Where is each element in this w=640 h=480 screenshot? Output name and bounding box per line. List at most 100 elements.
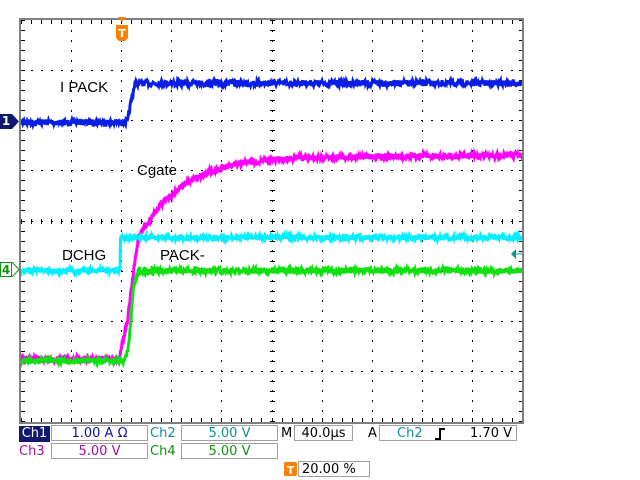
ch2-scale[interactable]: 5.00 V [181, 425, 278, 441]
trigger-level-arrow-icon[interactable] [510, 248, 522, 260]
grid-dot [422, 40, 423, 42]
grid-dot [501, 70, 503, 71]
grid-dot [322, 110, 323, 112]
center-tick [41, 219, 42, 224]
grid-dot [422, 200, 423, 202]
border-tick [272, 418, 273, 422]
grid-dot [322, 200, 323, 202]
border-tick [201, 20, 202, 24]
center-tick [270, 180, 275, 181]
grid-dot [221, 371, 223, 372]
ch1-ground-marker[interactable]: 1 [0, 114, 12, 129]
center-tick [402, 219, 403, 224]
grid-dot [121, 60, 122, 62]
grid-dot [71, 321, 73, 322]
grid-dot [41, 170, 43, 171]
grid-dot [81, 70, 83, 71]
center-tick [422, 219, 423, 224]
grid-dot [221, 90, 222, 92]
trigger-position-marker-icon[interactable]: T [115, 17, 129, 43]
border-tick [21, 311, 25, 312]
grid-dot [322, 230, 323, 232]
grid-dot [322, 190, 323, 192]
trace-ch1 [19, 74, 524, 131]
border-tick [452, 418, 453, 422]
grid-dot [501, 321, 503, 322]
grid-dot [171, 130, 172, 132]
ch1-scale[interactable]: 1.00 A Ω [51, 425, 148, 441]
grid-dot [231, 371, 233, 372]
border-tick [519, 200, 523, 201]
grid-dot [411, 120, 413, 121]
grid-dot [181, 70, 183, 71]
border-tick [201, 418, 202, 422]
grid-dot [322, 100, 323, 102]
border-tick [519, 30, 523, 31]
center-tick [442, 219, 443, 224]
border-tick [372, 20, 373, 24]
grid-dot [151, 371, 153, 372]
grid-dot [171, 90, 172, 92]
ch3-scale[interactable]: 5.00 V [51, 443, 148, 459]
timebase-value[interactable]: 40.0µs [294, 425, 353, 441]
grid-dot [372, 250, 373, 252]
grid-dot [422, 400, 423, 402]
center-tick [131, 219, 132, 224]
center-tick [372, 219, 373, 224]
center-tick [432, 219, 433, 224]
grid-dot [221, 300, 222, 302]
grid-dot [472, 140, 473, 142]
border-tick [519, 100, 523, 101]
grid-dot [211, 371, 213, 372]
center-tick [71, 219, 72, 224]
grid-dot [371, 120, 373, 121]
grid-dot [391, 170, 393, 171]
grid-dot [372, 310, 373, 312]
grid-dot [131, 70, 133, 71]
ch4-scale[interactable]: 5.00 V [181, 443, 278, 459]
grid-dot [422, 280, 423, 282]
grid-dot [291, 70, 293, 71]
grid-dot [171, 321, 173, 322]
grid-dot [371, 70, 373, 71]
grid-dot [121, 300, 122, 302]
grid-dot [261, 371, 263, 372]
grid-dot [181, 120, 183, 121]
center-tick [101, 219, 102, 224]
grid-dot [422, 210, 423, 212]
border-tick [21, 100, 25, 101]
grid-dot [171, 180, 172, 182]
grid-dot [171, 330, 172, 332]
grid-dot [251, 321, 253, 322]
grid-dot [372, 210, 373, 212]
border-tick [372, 418, 373, 422]
grid-dot [141, 321, 143, 322]
ch2-label[interactable]: Ch2 [150, 426, 176, 441]
graticule-frame [19, 18, 524, 424]
grid-dot [322, 380, 323, 382]
grid-dot [171, 150, 172, 152]
border-tick [519, 361, 523, 362]
grid-dot [191, 70, 193, 71]
ch1-label[interactable]: Ch1 [19, 426, 50, 442]
grid-dot [151, 120, 153, 121]
center-tick [270, 30, 275, 31]
grid-dot [171, 340, 172, 342]
grid-dot [71, 290, 72, 292]
ch3-label[interactable]: Ch3 [19, 444, 45, 459]
grid-dot [121, 280, 122, 282]
trigger-settings[interactable]: Ch2 1.70 V [379, 425, 517, 441]
grid-dot [161, 371, 163, 372]
border-tick [519, 160, 523, 161]
grid-dot [422, 60, 423, 62]
center-tick [270, 411, 275, 412]
border-tick [282, 418, 283, 422]
grid-dot [472, 100, 473, 102]
border-tick [322, 418, 323, 422]
trigger-position-value[interactable]: 20.00 % [298, 461, 370, 477]
grid-dot [121, 390, 122, 392]
ch4-ground-marker[interactable]: 4 [0, 262, 12, 277]
grid-dot [372, 100, 373, 102]
ch4-label[interactable]: Ch4 [150, 444, 176, 459]
grid-dot [161, 321, 163, 322]
